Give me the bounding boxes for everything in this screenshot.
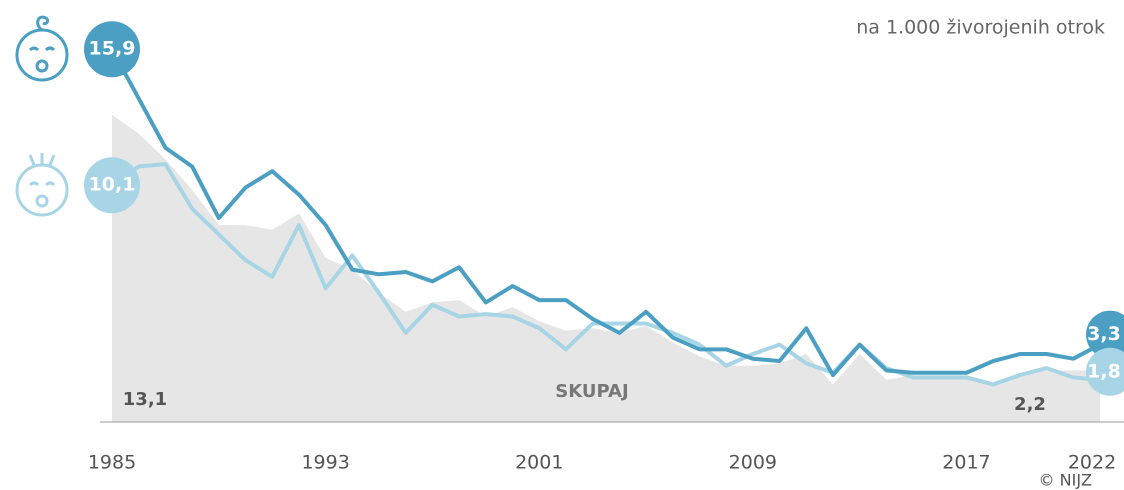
line [110, 162, 1101, 387]
value-label: 15,9 [89, 38, 136, 60]
value-label: 3,3 [1087, 323, 1121, 345]
x-tick-label: 2009 [729, 452, 777, 474]
x-tick-label: 1993 [301, 452, 349, 474]
x-tick-label: 2001 [515, 452, 563, 474]
total-area [112, 114, 1100, 422]
value-label: 10,1 [89, 174, 136, 196]
line [110, 48, 1101, 378]
end-marker [84, 21, 140, 78]
x-tick-label: 1985 [88, 452, 136, 474]
annotation: na 1.000 živorojenih otrok [856, 17, 1105, 39]
end-marker [1086, 347, 1124, 396]
value-label: 13,1 [123, 389, 167, 410]
girl-icon [15, 153, 69, 217]
source: © NIJZ [1039, 471, 1092, 490]
boy-icon [15, 15, 69, 82]
value-label: 2,2 [1014, 394, 1046, 415]
value-label: 1,8 [1087, 360, 1121, 382]
x-tick-label: 2017 [942, 452, 990, 474]
end-marker [84, 157, 140, 214]
x-tick-label: 2022 [1068, 452, 1116, 474]
series-label: SKUPAJ [555, 381, 628, 402]
end-marker [1086, 310, 1124, 359]
